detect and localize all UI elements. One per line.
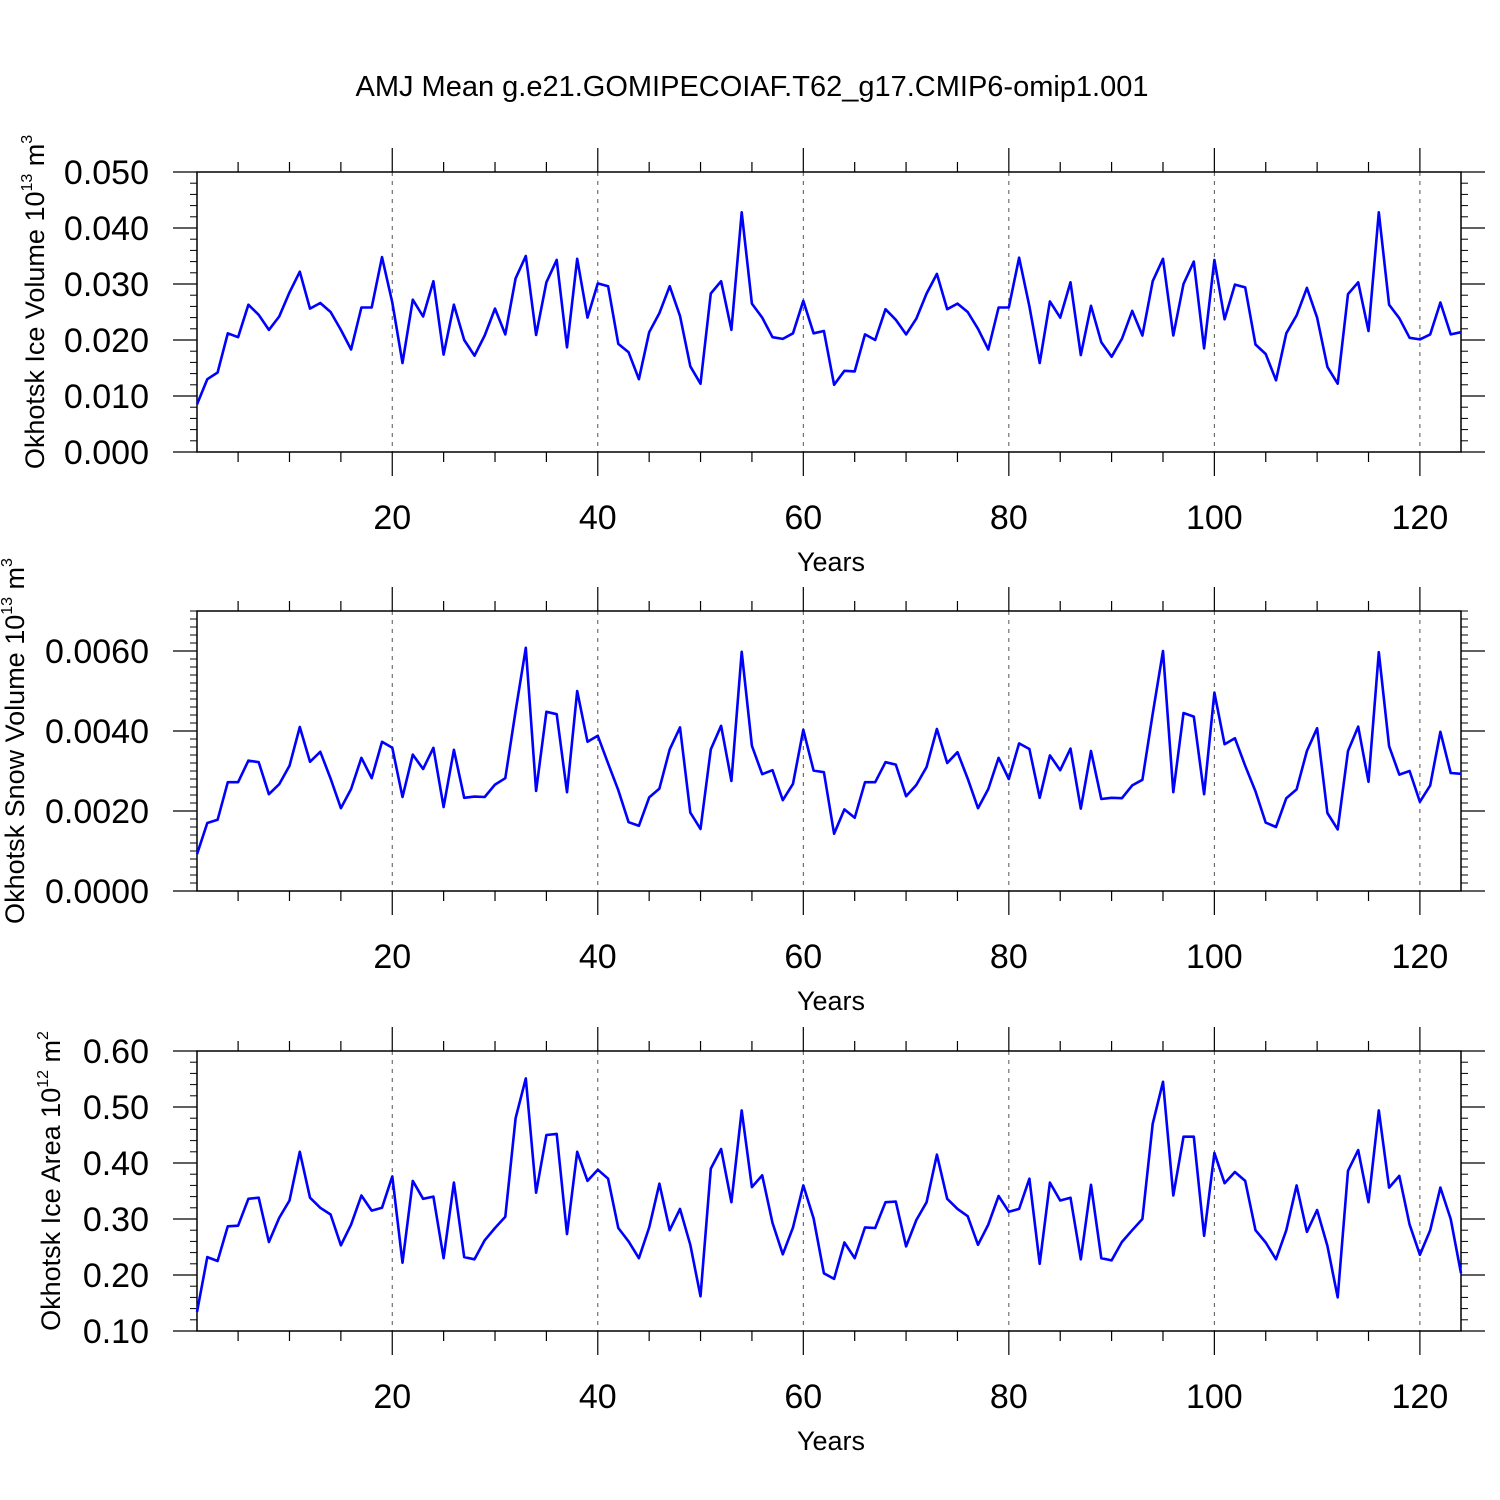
y-tick-label: 0.0000: [45, 873, 149, 911]
panel-1: 0.000 0.010 0.020 0.030 0.040 0.050 20 40 60 80 10…: [19, 135, 1485, 577]
panel-3: 0.10 0.20 0.30 0.40 0.50 0.60 20 40 60 80 100 120 Ye…: [35, 1027, 1485, 1456]
series-line-ice_area: [195, 1077, 1463, 1313]
y-tick-label: 0.030: [64, 266, 149, 304]
x-tick-label: 40: [579, 1378, 617, 1416]
y-tick-label: 0.40: [83, 1145, 149, 1183]
series-line-ice_volume: [195, 211, 1462, 405]
x-tick-label: 20: [373, 938, 411, 976]
y-axis-label-unit: m: [36, 1040, 66, 1070]
y-tick-label: 0.10: [83, 1313, 149, 1351]
chart-title: AMJ Mean g.e21.GOMIPECOIAF.T62_g17.CMIP6…: [355, 71, 1148, 103]
x-tick-label: 80: [990, 499, 1028, 537]
x-tick-label: 60: [784, 938, 822, 976]
y-axis-label-unit-exponent: 3: [19, 135, 36, 144]
y-tick-label: 0.000: [64, 434, 149, 472]
y-tick-label: 0.0060: [45, 633, 149, 671]
x-axis-label: Years: [797, 547, 865, 577]
y-tick-label: 0.0040: [45, 713, 149, 751]
plot-frame: [196, 171, 1462, 453]
y-tick-label: 0.60: [83, 1033, 149, 1071]
y-axis-label-main: Okhotsk Ice Volume 10: [20, 192, 50, 470]
y-axis-label-unit: m: [20, 144, 50, 174]
y-tick-label: 0.040: [64, 210, 149, 248]
x-tick-label: 80: [990, 938, 1028, 976]
x-tick-label: 40: [579, 499, 617, 537]
y-axis-label-unit: m: [0, 567, 30, 597]
x-tick-label: 100: [1186, 499, 1243, 537]
y-tick-label: 0.20: [83, 1257, 149, 1295]
x-tick-label: 120: [1392, 499, 1449, 537]
y-axis-label-unit-exponent: 2: [35, 1031, 52, 1040]
x-axis-label: Years: [797, 986, 865, 1016]
y-tick-label: 0.020: [64, 322, 149, 360]
y-axis-label-unit-exponent: 3: [0, 558, 16, 567]
x-tick-label: 120: [1392, 938, 1449, 976]
x-tick-label: 60: [784, 499, 822, 537]
y-axis-label-main: Okhotsk Snow Volume 10: [0, 615, 30, 924]
plot-frame: [196, 1050, 1462, 1332]
x-tick-label: 100: [1186, 938, 1243, 976]
x-axis-label: Years: [797, 1426, 865, 1456]
y-tick-label: 0.50: [83, 1089, 149, 1127]
y-axis-label-exponent: 12: [35, 1070, 52, 1088]
y-tick-label: 0.010: [64, 378, 149, 416]
chart-panels: 0.000 0.010 0.020 0.030 0.040 0.050 20 40 60 80 10…: [0, 135, 1485, 1456]
panel-2: 0.0000 0.0020 0.0040 0.0060 20 40 60 80 100 120 Ye…: [0, 558, 1485, 1016]
series-line-snow_volume: [195, 646, 1462, 855]
x-tick-label: 80: [990, 1378, 1028, 1416]
y-axis-label-exponent: 13: [19, 174, 36, 192]
x-tick-label: 100: [1186, 1378, 1243, 1416]
plot-frame: [196, 610, 1462, 892]
x-tick-label: 20: [373, 499, 411, 537]
y-axis-label: Okhotsk Ice Volume 1013 m3: [19, 135, 50, 469]
y-tick-label: 0.0020: [45, 793, 149, 831]
x-tick-label: 40: [579, 938, 617, 976]
y-tick-label: 0.050: [64, 154, 149, 192]
y-axis-label-exponent: 13: [0, 597, 16, 615]
x-tick-label: 120: [1392, 1378, 1449, 1416]
y-axis-label-main: Okhotsk Ice Area 10: [36, 1088, 66, 1331]
x-tick-label: 60: [784, 1378, 822, 1416]
y-axis-label: Okhotsk Snow Volume 1013 m3: [0, 558, 30, 924]
x-tick-label: 20: [373, 1378, 411, 1416]
y-tick-label: 0.30: [83, 1201, 149, 1239]
y-axis-label: Okhotsk Ice Area 1012 m2: [35, 1031, 66, 1331]
